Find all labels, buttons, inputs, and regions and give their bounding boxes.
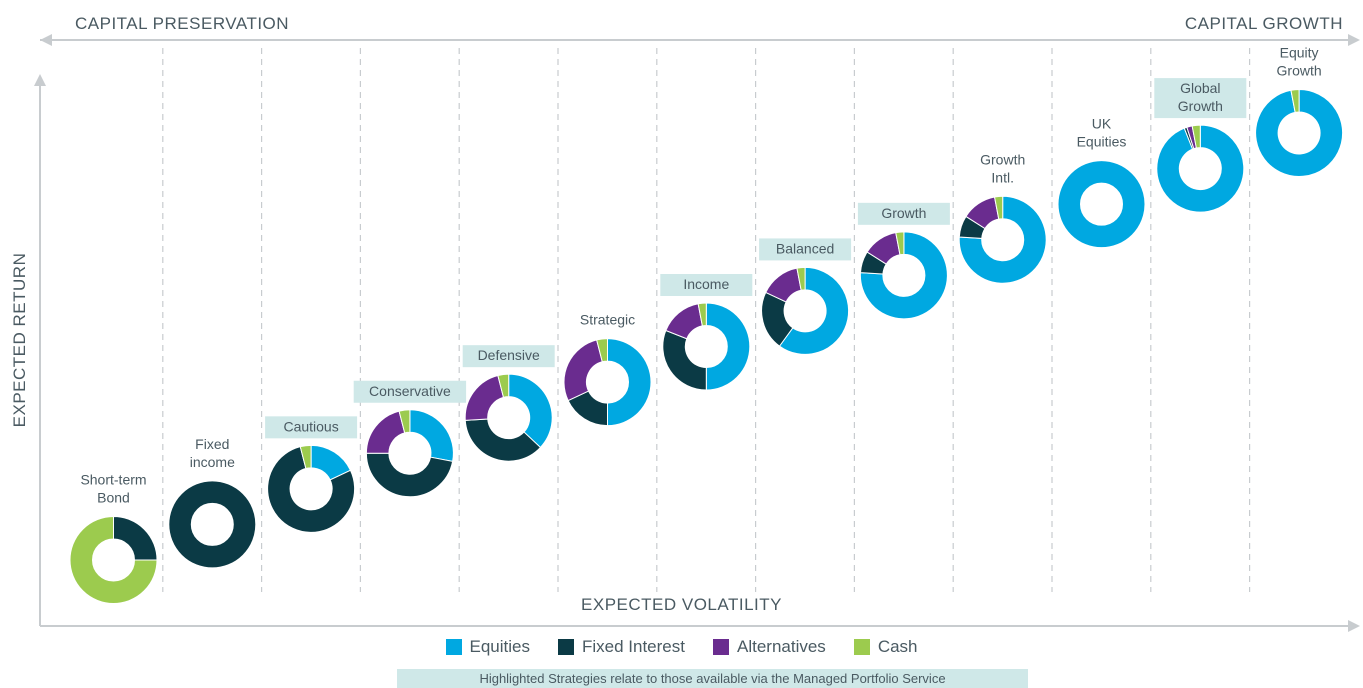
legend-swatch-equities <box>445 639 462 655</box>
slice-defensive-cash <box>497 373 510 398</box>
top-arrow-left-head <box>40 34 52 46</box>
slice-income-equities <box>705 302 751 391</box>
label-highlight-growth <box>857 202 950 225</box>
portfolio-label-equity-growth-line-2: Growth <box>1277 63 1322 79</box>
donut-cautious <box>267 444 356 533</box>
donut-income <box>662 302 751 391</box>
label-highlight-defensive <box>462 345 555 368</box>
donut-global-growth <box>1156 124 1245 213</box>
slice-strategic-equities <box>607 338 652 427</box>
donut-conservative <box>365 409 454 498</box>
portfolio-label-global-growth-line-2: Growth <box>1178 98 1223 114</box>
portfolio-label-growth-intl-line-1: Growth <box>980 151 1025 167</box>
legend-item-equities: Equities <box>445 637 530 657</box>
slice-income-cash <box>697 302 707 327</box>
slice-defensive-fixed-interest <box>464 418 542 462</box>
slice-equity-growth-equities <box>1255 88 1344 177</box>
slice-strategic-cash <box>596 338 608 363</box>
legend-label-equities: Equities <box>469 637 530 656</box>
slice-income-fixed-interest <box>662 329 707 391</box>
portfolio-label-conservative: Conservative <box>369 383 451 399</box>
legend-item-alternatives: Alternatives <box>712 637 826 657</box>
donut-equity-growth <box>1255 88 1344 177</box>
slice-global-growth-cash <box>1191 124 1201 149</box>
slice-conservative-alternatives <box>365 410 406 454</box>
slice-defensive-equities <box>508 373 553 449</box>
portfolio-label-uk-equities-line-1: UK <box>1092 116 1112 132</box>
portfolio-label-cautious: Cautious <box>283 418 338 434</box>
portfolio-label-uk-equities-line-2: Equities <box>1077 134 1127 150</box>
x-axis-arrow-head <box>1348 620 1360 632</box>
y-axis-label: EXPECTED RETURN <box>10 252 29 428</box>
donut-growth <box>859 231 948 320</box>
slice-short-term-bond-cash <box>69 515 158 604</box>
slice-fixed-income-fixed-interest <box>168 480 257 569</box>
legend-swatch-alternatives <box>712 639 729 655</box>
donut-strategic <box>563 338 652 427</box>
slice-global-growth-equities <box>1156 124 1245 213</box>
slice-conservative-fixed-interest <box>365 452 454 498</box>
slice-cautious-cash <box>299 444 312 470</box>
donut-balanced <box>761 266 850 355</box>
portfolio-label-balanced: Balanced <box>776 240 834 256</box>
portfolio-label-fixed-income-line-1: Fixed <box>195 436 229 452</box>
portfolio-label-short-term-bond-line-2: Bond <box>97 490 130 506</box>
legend-swatch-cash <box>853 639 870 655</box>
portfolio-label-global-growth-line-1: Global <box>1180 80 1220 96</box>
slice-conservative-equities <box>409 409 454 462</box>
slice-balanced-cash <box>796 266 806 291</box>
portfolio-label-income: Income <box>683 276 729 292</box>
portfolio-label-short-term-bond-line-1: Short-term <box>80 472 146 488</box>
portfolio-label-strategic: Strategic <box>580 312 635 328</box>
slice-defensive-alternatives <box>464 374 505 421</box>
label-highlight-balanced <box>759 238 852 261</box>
legend-item-fixed-interest: Fixed Interest <box>557 637 685 657</box>
donut-fixed-income <box>168 480 257 569</box>
donut-short-term-bond <box>69 515 158 604</box>
slice-strategic-alternatives <box>563 339 603 402</box>
legend-item-cash: Cash <box>853 637 918 657</box>
slice-growth-equities <box>859 231 948 320</box>
slice-cautious-fixed-interest <box>267 446 356 533</box>
legend-label-fixed-interest: Fixed Interest <box>581 637 685 656</box>
portfolio-label-defensive: Defensive <box>478 347 540 363</box>
capital-growth-label: CAPITAL GROWTH <box>1184 14 1343 33</box>
slice-balanced-equities <box>778 266 850 355</box>
top-arrow-right-head <box>1348 34 1360 46</box>
slice-uk-equities-equities <box>1057 160 1146 249</box>
label-highlight-income <box>660 274 753 296</box>
label-highlight-global-growth <box>1154 78 1247 119</box>
legend-label-alternatives: Alternatives <box>736 637 826 656</box>
donut-defensive <box>464 373 553 462</box>
portfolio-label-growth-intl-line-2: Intl. <box>991 169 1014 185</box>
portfolio-label-equity-growth-line-1: Equity <box>1280 45 1319 61</box>
slice-growth-intl-cash <box>993 195 1004 220</box>
x-axis-label: EXPECTED VOLATILITY <box>581 595 782 614</box>
slice-short-term-bond-fixed-interest <box>113 515 158 561</box>
legend-label-cash: Cash <box>877 637 918 656</box>
label-highlight-conservative <box>353 380 467 403</box>
slice-growth-cash <box>895 231 905 256</box>
legend-swatch-fixed-interest <box>557 639 574 655</box>
slice-conservative-cash <box>398 409 411 434</box>
donut-growth-intl <box>958 195 1047 284</box>
slice-growth-intl-equities <box>958 195 1047 284</box>
legend: Equities Fixed Interest Alternatives Cas… <box>0 637 1363 657</box>
capital-preservation-label: CAPITAL PRESERVATION <box>75 14 290 33</box>
donut-uk-equities <box>1057 160 1146 249</box>
y-axis-arrow-head <box>34 74 46 86</box>
footnote-banner: Highlighted Strategies relate to those a… <box>397 669 1028 688</box>
slice-equity-growth-cash <box>1290 88 1300 113</box>
portfolio-label-growth: Growth <box>881 205 926 221</box>
portfolio-label-fixed-income-line-2: income <box>190 454 235 470</box>
label-highlight-cautious <box>265 416 358 439</box>
